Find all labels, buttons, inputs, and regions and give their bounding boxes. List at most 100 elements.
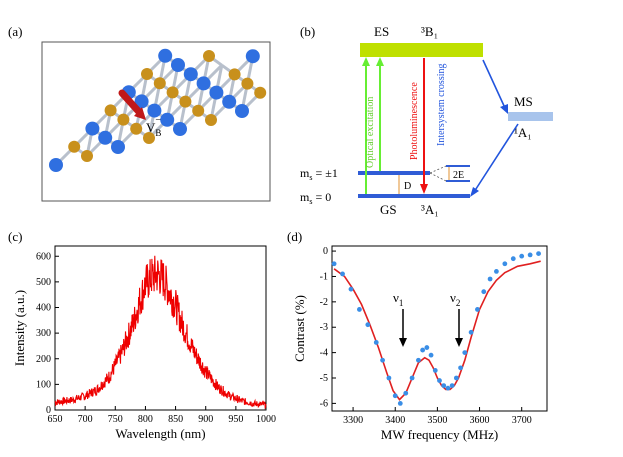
gs-label: GS xyxy=(380,202,397,217)
y-tick-label: 500 xyxy=(36,277,51,288)
data-point xyxy=(445,385,451,391)
boron-atom xyxy=(81,150,93,162)
photoluminescence-label: Photoluminescence xyxy=(409,82,420,160)
es-term: ³B₁ xyxy=(421,24,438,39)
nitrogen-atom xyxy=(158,48,173,63)
boron-atom xyxy=(241,77,254,90)
y-tick-label: 400 xyxy=(36,303,51,314)
data-point xyxy=(462,350,468,356)
nitrogen-atom xyxy=(173,122,187,136)
vacancy-arrow xyxy=(118,89,146,120)
y-tick-label: -6 xyxy=(320,398,328,409)
boron-atom xyxy=(104,104,117,117)
data-point xyxy=(386,375,392,381)
x-tick-label: 1000 xyxy=(256,414,276,425)
boron-atom xyxy=(254,86,267,99)
y-tick-label: 600 xyxy=(36,251,51,262)
boron-atom xyxy=(130,122,143,135)
data-point xyxy=(487,276,493,282)
nitrogen-atom xyxy=(222,94,237,109)
boron-atom xyxy=(166,86,179,99)
nitrogen-atom xyxy=(209,85,224,100)
data-point xyxy=(340,271,345,277)
y-tick-label: -1 xyxy=(320,271,328,282)
x-tick-label: 3700 xyxy=(512,415,532,426)
nitrogen-atom xyxy=(147,103,162,118)
nu2-arrow xyxy=(455,309,463,347)
y-tick-label: 0 xyxy=(323,246,328,257)
panel-d-label: (d) xyxy=(287,229,302,244)
data-point xyxy=(403,390,409,396)
x-tick-label: 650 xyxy=(48,414,63,425)
panel-b-label: (b) xyxy=(300,24,315,39)
x-axis-label: Wavelength (nm) xyxy=(115,426,205,441)
boron-atom xyxy=(203,50,215,62)
es-label: ES xyxy=(374,24,389,39)
data-point xyxy=(437,378,442,383)
data-point xyxy=(536,251,541,257)
data-point xyxy=(475,307,480,312)
data-point xyxy=(458,365,463,371)
nitrogen-atom xyxy=(235,104,249,118)
intersystem-crossing-label: Intersystem crossing xyxy=(436,64,447,147)
data-point xyxy=(397,400,403,406)
defect-label: VB− xyxy=(146,115,161,138)
data-point xyxy=(357,307,362,312)
boron-atom xyxy=(141,68,153,80)
nitrogen-atom xyxy=(160,112,175,127)
boron-atom xyxy=(68,140,81,153)
data-point xyxy=(380,357,385,363)
panel-a-label: (a) xyxy=(8,24,22,39)
nitrogen-atom xyxy=(134,94,149,109)
data-point xyxy=(392,393,398,399)
d-label: D xyxy=(404,181,411,192)
data-point xyxy=(420,347,426,353)
y-tick-label: -4 xyxy=(320,348,328,359)
fit-curve xyxy=(333,260,541,401)
boron-atom xyxy=(117,113,130,126)
data-point xyxy=(365,322,371,328)
pl-spectrum-chart: 650 700 750 800 850 900 950 1000 0 100 200 300 400 50… xyxy=(12,245,276,441)
y-tick-label: 300 xyxy=(36,328,51,339)
data-point xyxy=(481,289,487,295)
data-point xyxy=(348,286,354,292)
nitrogen-atom xyxy=(245,49,260,64)
plot-frame xyxy=(331,245,548,412)
data-point xyxy=(432,367,438,373)
optical-excitation-arrows xyxy=(362,57,384,194)
x-tick-label: 700 xyxy=(78,414,93,425)
odmr-chart: 3300 3400 3500 3600 3700 0 -1 -2 -3 -4 -5 -6 MW freq… xyxy=(292,245,548,442)
x-tick-label: 950 xyxy=(228,414,243,425)
x-tick-label: 3500 xyxy=(427,415,447,426)
nitrogen-atom xyxy=(183,67,198,82)
data-point xyxy=(424,345,430,350)
boron-atom xyxy=(192,104,205,117)
data-point xyxy=(527,252,533,258)
x-tick-label: 3600 xyxy=(470,415,490,426)
boron-atom xyxy=(153,77,166,90)
isc-arrows xyxy=(470,59,519,197)
photoluminescence-arrow xyxy=(420,58,428,194)
data-point xyxy=(494,268,499,274)
nitrogen-atom xyxy=(171,58,185,72)
y-tick-label: -3 xyxy=(320,322,328,333)
data-point xyxy=(453,375,459,381)
boron-atom xyxy=(179,95,192,108)
data-point xyxy=(449,383,455,389)
boron-atom xyxy=(205,114,217,126)
x-tick-label: 800 xyxy=(138,414,153,425)
nu1-arrow xyxy=(399,309,407,347)
boron-atom xyxy=(143,132,155,144)
ms-bar xyxy=(508,112,553,121)
data-point xyxy=(468,329,474,335)
nitrogen-atom xyxy=(49,158,63,172)
boron-atom xyxy=(228,68,241,81)
data-point xyxy=(373,340,379,345)
data-point xyxy=(510,256,516,262)
y-tick-label: 100 xyxy=(36,379,51,390)
optical-excitation-label: Optical excitation xyxy=(365,97,376,168)
nitrogen-atom xyxy=(85,121,100,136)
es-bar xyxy=(360,43,483,57)
y-tick-label: -2 xyxy=(320,297,328,308)
